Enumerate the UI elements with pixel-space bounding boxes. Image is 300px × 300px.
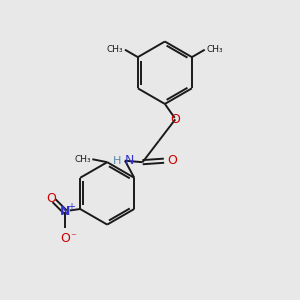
Text: O: O <box>170 113 180 126</box>
Text: CH₃: CH₃ <box>206 45 223 54</box>
Text: ⁻: ⁻ <box>70 232 76 242</box>
Text: O: O <box>47 192 57 205</box>
Text: CH₃: CH₃ <box>107 45 124 54</box>
Text: CH₃: CH₃ <box>74 155 91 164</box>
Text: +: + <box>67 202 75 212</box>
Text: O: O <box>60 232 70 245</box>
Text: H: H <box>113 156 121 166</box>
Text: O: O <box>167 154 177 167</box>
Text: N: N <box>125 154 134 167</box>
Text: N: N <box>60 206 70 218</box>
